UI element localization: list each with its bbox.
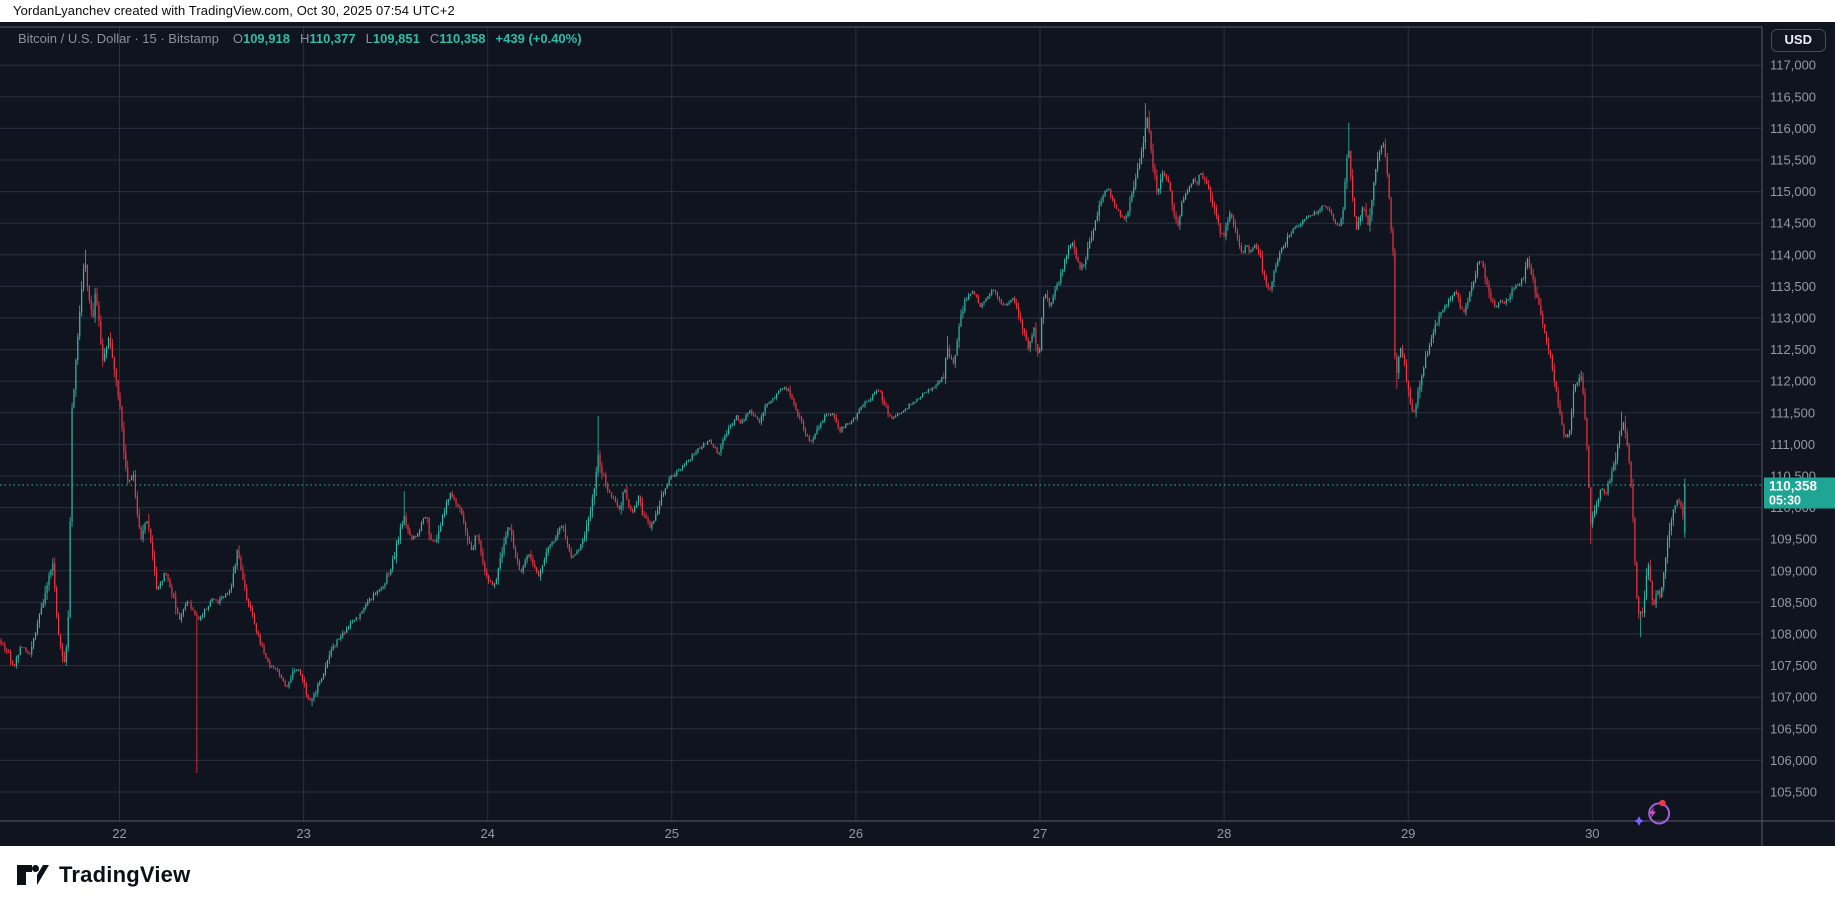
svg-text:112,000: 112,000 — [1770, 374, 1816, 389]
svg-text:05:30: 05:30 — [1769, 494, 1801, 508]
svg-text:114,000: 114,000 — [1770, 247, 1816, 262]
change-value: +439 (+0.40%) — [495, 31, 582, 46]
svg-text:22: 22 — [112, 826, 126, 841]
tradingview-logo[interactable]: TradingView — [16, 862, 190, 888]
svg-text:113,500: 113,500 — [1770, 279, 1816, 294]
svg-text:26: 26 — [849, 826, 863, 841]
svg-text:23: 23 — [296, 826, 310, 841]
svg-text:108,000: 108,000 — [1770, 627, 1817, 642]
svg-text:106,500: 106,500 — [1770, 721, 1817, 736]
svg-text:112,500: 112,500 — [1770, 342, 1816, 357]
tradingview-wordmark: TradingView — [59, 862, 191, 887]
svg-text:109,500: 109,500 — [1770, 532, 1817, 547]
open-value: 109,918 — [242, 31, 290, 46]
svg-text:107,000: 107,000 — [1770, 690, 1817, 705]
symbol-title[interactable]: Bitcoin / U.S. Dollar · 15 · Bitstamp — [18, 31, 219, 46]
attribution-text: YordanLyanchev created with TradingView.… — [13, 3, 455, 18]
svg-text:27: 27 — [1033, 826, 1047, 841]
svg-text:24: 24 — [480, 826, 494, 841]
close-label: C — [429, 31, 440, 46]
svg-text:116,000: 116,000 — [1770, 121, 1816, 136]
svg-text:25: 25 — [665, 826, 679, 841]
close-value: 110,358 — [439, 31, 486, 46]
svg-text:111,500: 111,500 — [1770, 405, 1815, 420]
low-value: 109,851 — [372, 31, 420, 46]
svg-text:109,000: 109,000 — [1770, 563, 1817, 578]
svg-text:29: 29 — [1401, 826, 1415, 841]
svg-text:114,500: 114,500 — [1770, 216, 1816, 231]
svg-text:115,500: 115,500 — [1770, 153, 1816, 168]
high-label: H — [299, 31, 310, 46]
svg-text:116,500: 116,500 — [1770, 89, 1816, 104]
symbol-legend[interactable]: Bitcoin / U.S. Dollar · 15 · Bitstamp O10… — [18, 31, 582, 46]
open-label: O — [232, 31, 243, 46]
svg-text:115,000: 115,000 — [1770, 184, 1816, 199]
svg-text:106,000: 106,000 — [1770, 753, 1817, 768]
svg-text:105,500: 105,500 — [1770, 785, 1817, 800]
svg-text:28: 28 — [1217, 826, 1231, 841]
svg-text:30: 30 — [1585, 826, 1599, 841]
svg-text:111,000: 111,000 — [1770, 437, 1815, 452]
footer-bar: TradingView — [0, 846, 1835, 909]
candlestick-chart-canvas[interactable]: 117,000 116,500 116,000 115,500 115,000 114,5… — [0, 22, 1835, 846]
low-label: L — [365, 31, 373, 46]
ai-spark-icon — [1634, 799, 1671, 826]
svg-text:110,358: 110,358 — [1769, 479, 1818, 494]
svg-text:113,000: 113,000 — [1770, 311, 1816, 326]
svg-text:117,000: 117,000 — [1770, 58, 1816, 73]
svg-text:107,500: 107,500 — [1770, 658, 1817, 673]
chart-area[interactable]: 117,000 116,500 116,000 115,500 115,000 114,5… — [0, 22, 1835, 846]
tradingview-logo-icon — [17, 865, 49, 885]
current-price-marker: 110,358 05:30 — [1764, 477, 1835, 509]
svg-text:108,500: 108,500 — [1770, 595, 1817, 610]
currency-toggle-button[interactable]: USD — [1770, 29, 1826, 52]
attribution-bar: YordanLyanchev created with TradingView.… — [0, 0, 1835, 23]
high-value: 110,377 — [309, 31, 356, 46]
